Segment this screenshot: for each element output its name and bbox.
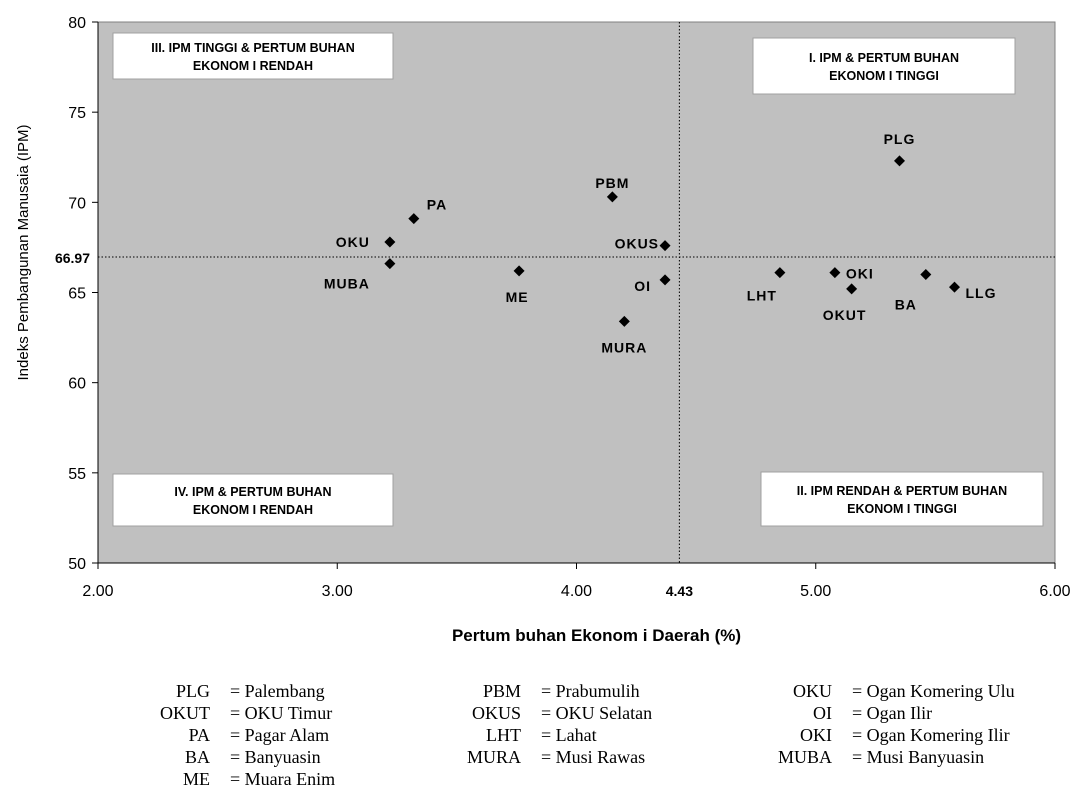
point-label-llg: LLG — [966, 285, 997, 301]
point-label-pbm: PBM — [595, 175, 629, 191]
legend-abbr: ME — [183, 769, 210, 789]
point-label-mura: MURA — [601, 339, 647, 355]
y-tick-label: 65 — [68, 286, 86, 303]
legend-definition: = OKU Timur — [230, 703, 333, 723]
legend-abbr: PLG — [175, 681, 210, 701]
data-point-mura — [618, 315, 630, 327]
y-tick-label: 70 — [68, 195, 86, 212]
legend-abbr: MURA — [466, 747, 521, 767]
ipm-growth-scatter-chart: 50 55 60 65 70 75 80 2.00 3.00 4.00 5.00 6.00 4.43 66… — [15, 15, 1071, 645]
point-label-okus: OKUS — [615, 236, 659, 252]
legend-definition: = Banyuasin — [230, 747, 321, 767]
x-tick-label: 5.00 — [800, 583, 831, 600]
data-point-ba — [920, 268, 932, 280]
legend-definition: = Pagar Alam — [230, 725, 330, 745]
y-tick-label: 55 — [68, 466, 86, 483]
data-point-muba — [384, 258, 396, 270]
x-tick-label: 6.00 — [1039, 583, 1070, 600]
y-tick-label: 60 — [68, 376, 86, 393]
legend-definition: = Musi Rawas — [541, 747, 646, 767]
data-point-oku — [384, 236, 396, 248]
point-label-lht: LHT — [747, 288, 777, 304]
legend-abbr: LHT — [486, 725, 521, 745]
point-label-oki: OKI — [846, 266, 874, 282]
reference-y-label: 66.97 — [55, 250, 90, 266]
data-point-me — [513, 265, 525, 277]
quadrant-text-q2: II. IPM RENDAH & PERTUM BUHAN — [797, 484, 1007, 498]
y-tick-label: 50 — [68, 556, 86, 573]
quadrant-text-q2: EKONOM I TINGGI — [847, 502, 957, 516]
quadrant-box-q1 — [752, 37, 1016, 95]
legend-definition: = Palembang — [230, 681, 325, 701]
legend-abbr: MUBA — [777, 747, 832, 767]
legend-abbr: BA — [184, 747, 210, 767]
x-axis-title: Pertum buhan Ekonom i Daerah (%) — [452, 626, 741, 645]
quadrant-text-q3: III. IPM TINGGI & PERTUM BUHAN — [151, 41, 354, 55]
data-point-okus — [659, 240, 671, 252]
quadrant-box-q4 — [112, 473, 394, 527]
data-point-pa — [408, 213, 420, 225]
data-point-oki — [829, 267, 841, 279]
legend-abbr: OI — [813, 703, 832, 723]
point-label-ba: BA — [895, 296, 917, 312]
legend-definition: = Musi Banyuasin — [852, 747, 985, 767]
legend-definition: = Lahat — [541, 725, 597, 745]
x-tick-label: 4.00 — [561, 583, 592, 600]
legend-abbr: PBM — [482, 681, 521, 701]
point-label-muba: MUBA — [324, 276, 370, 292]
quadrant-box-q2 — [760, 471, 1044, 527]
quadrant-box-q3 — [112, 32, 394, 80]
data-point-plg — [893, 155, 905, 167]
x-tick-label: 3.00 — [322, 583, 353, 600]
legend-definition: = Prabumulih — [541, 681, 640, 701]
quadrant-text-q1: I. IPM & PERTUM BUHAN — [809, 51, 959, 65]
point-label-oi: OI — [634, 278, 651, 294]
point-label-okut: OKUT — [823, 307, 867, 323]
legend-abbr: OKUT — [160, 703, 210, 723]
legend-abbr: OKU — [793, 681, 832, 701]
quadrant-text-q4: EKONOM I RENDAH — [193, 503, 313, 517]
quadrant-text-q1: EKONOM I TINGGI — [829, 69, 939, 83]
legend-definition: = Ogan Komering Ilir — [852, 725, 1010, 745]
data-point-oi — [659, 274, 671, 286]
data-point-llg — [949, 281, 961, 293]
legend-definition: = OKU Selatan — [541, 703, 653, 723]
legend: PLG = Palembang OKUT = OKU Timur PA = Pagar A… — [100, 680, 1060, 795]
point-label-oku: OKU — [336, 234, 370, 250]
legend-abbr: OKUS — [471, 703, 521, 723]
data-point-pbm — [606, 191, 618, 203]
point-label-plg: PLG — [884, 131, 916, 147]
y-tick-label: 75 — [68, 105, 86, 122]
legend-definition: = Muara Enim — [230, 769, 336, 789]
y-axis-title: Indeks Pembangunan Manusaia (IPM) — [15, 125, 32, 381]
point-label-me: ME — [506, 289, 529, 305]
legend-definition: = Ogan Ilir — [852, 703, 933, 723]
point-label-pa: PA — [427, 197, 447, 213]
reference-x-label: 4.43 — [666, 583, 693, 599]
data-point-okut — [846, 283, 858, 295]
x-tick-label: 2.00 — [82, 583, 113, 600]
quadrant-text-q4: IV. IPM & PERTUM BUHAN — [174, 485, 331, 499]
quadrant-text-q3: EKONOM I RENDAH — [193, 59, 313, 73]
legend-abbr: OKI — [800, 725, 832, 745]
data-point-lht — [774, 267, 786, 279]
legend-definition: = Ogan Komering Ulu — [852, 681, 1015, 701]
y-tick-label: 80 — [68, 15, 86, 32]
legend-abbr: PA — [188, 725, 210, 745]
